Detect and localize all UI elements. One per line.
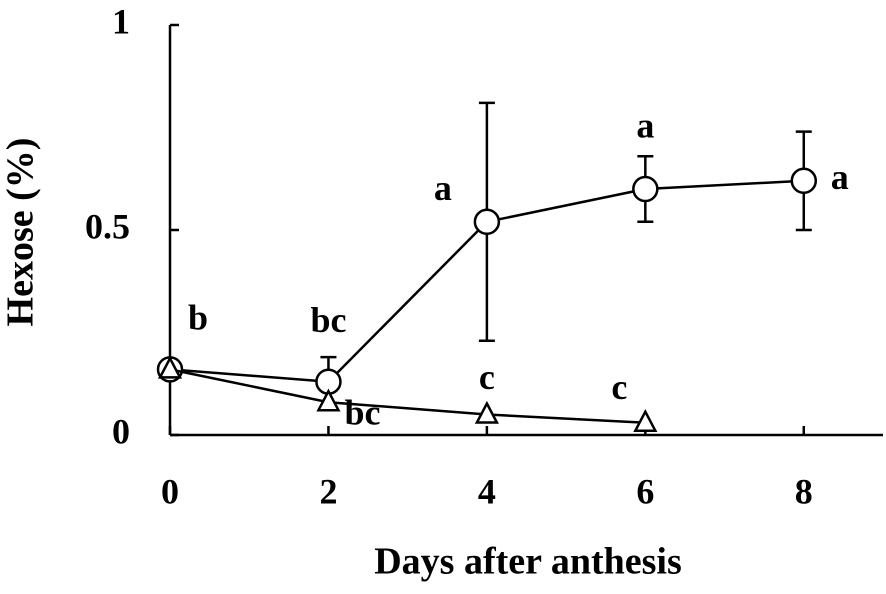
marker-triangle [157, 355, 183, 379]
marker-circle [790, 167, 818, 195]
significance-letter: a [434, 168, 452, 208]
marker-triangle [474, 400, 499, 424]
significance-letter: bc [344, 392, 380, 432]
series-line [169, 368, 646, 424]
marker-triangle [316, 388, 341, 412]
significance-letter: a [831, 157, 849, 197]
significance-letter: a [636, 105, 654, 145]
x-tick-label: 4 [478, 471, 496, 511]
y-tick-label: 1 [112, 1, 130, 41]
significance-letter: b [188, 298, 208, 338]
x-axis-label: Days after anthesis [374, 541, 682, 583]
significance-letter: bc [310, 300, 346, 340]
x-tick-label: 0 [161, 471, 179, 511]
significance-letter: c [479, 357, 495, 397]
marker-circle [632, 175, 659, 203]
y-axis-label: Hexose (%) [0, 138, 42, 327]
significance-letter: c [611, 367, 627, 407]
marker-triangle [633, 409, 658, 432]
y-tick-label: 0.5 [85, 206, 130, 246]
marker-circle [473, 208, 501, 236]
x-tick-label: 8 [795, 471, 813, 511]
y-tick-label: 0 [112, 411, 130, 451]
x-tick-label: 6 [636, 471, 654, 511]
x-tick-label: 2 [319, 471, 337, 511]
